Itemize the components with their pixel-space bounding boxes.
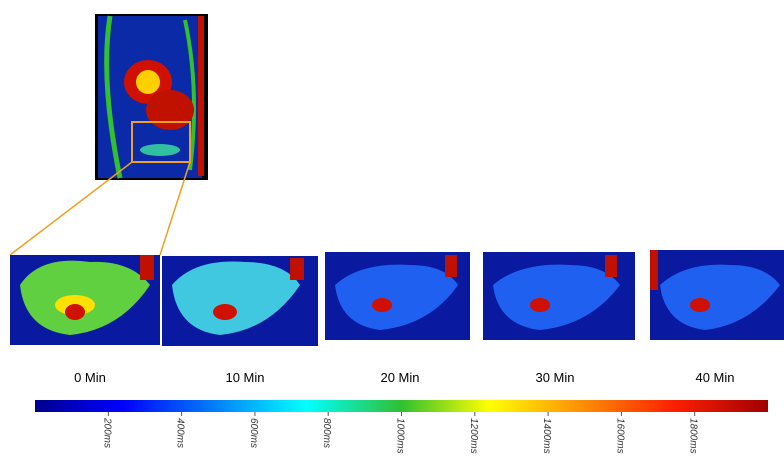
tick-label: 1800ms: [688, 418, 699, 454]
tick-label: 1000ms: [395, 418, 406, 454]
tick-label: 1400ms: [541, 418, 552, 454]
tick-label: 800ms: [321, 418, 332, 448]
panel-label: 30 Min: [535, 370, 574, 385]
panel-label: 0 Min: [74, 370, 106, 385]
figure: 0 Min 10 Min 20 Min 30 Min 40 Min 200ms 400ms 6…: [0, 0, 784, 462]
colorbar: [35, 400, 768, 412]
tick-label: 1200ms: [468, 418, 479, 454]
tick-label: 400ms: [175, 418, 186, 448]
panel-image: [162, 256, 318, 346]
overview-image: [95, 14, 208, 180]
tick-label: 1600ms: [614, 418, 625, 454]
panel-image: [325, 252, 470, 340]
panel-image: [483, 252, 635, 340]
panel-label: 20 Min: [380, 370, 419, 385]
panel-image: [650, 250, 784, 340]
panel-label: 10 Min: [225, 370, 264, 385]
panel-label: 40 Min: [695, 370, 734, 385]
tick-label: 200ms: [101, 417, 112, 448]
tick-label: 600ms: [248, 418, 259, 448]
panel-image: [10, 255, 160, 345]
